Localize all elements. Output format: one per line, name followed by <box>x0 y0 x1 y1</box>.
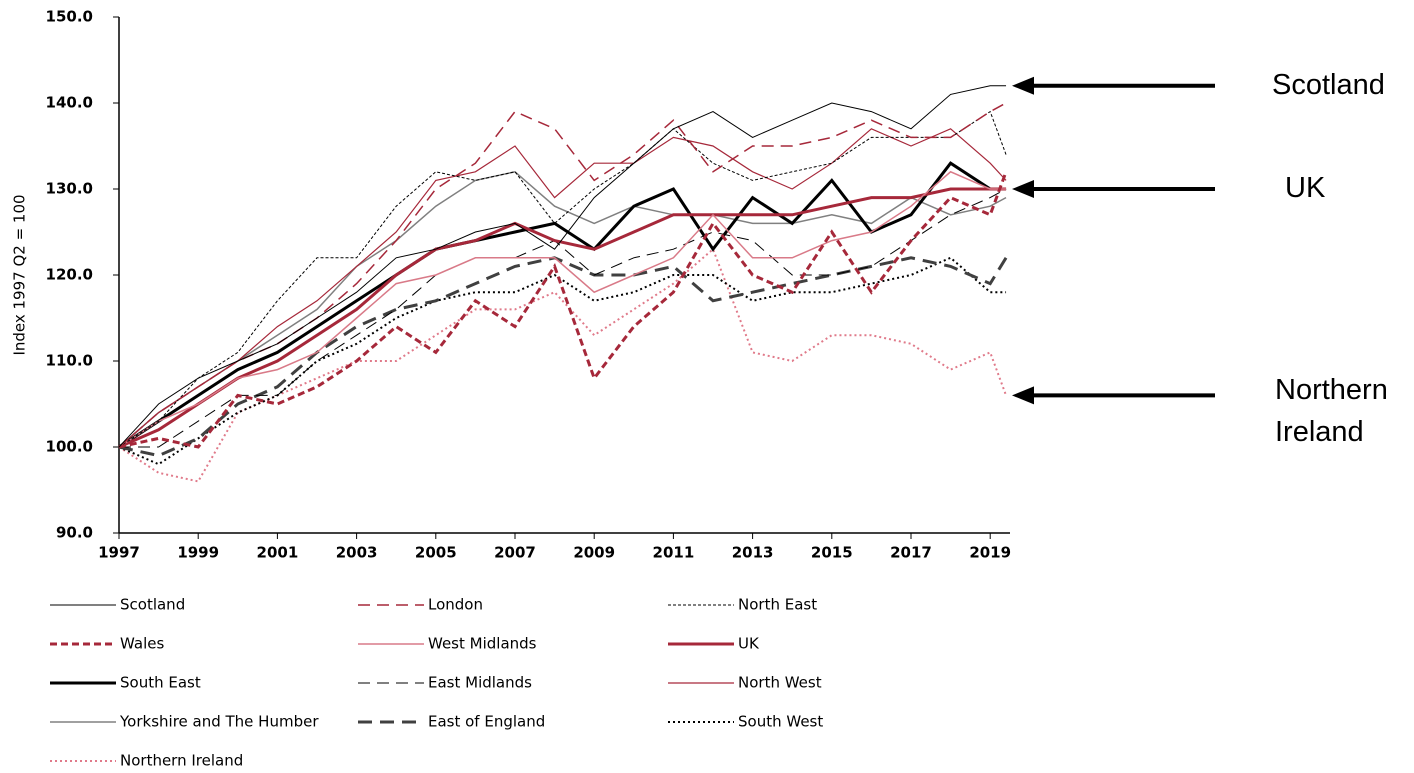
legend-label: Wales <box>120 635 164 653</box>
legend-label: South East <box>120 674 201 692</box>
y-tick-label: 110.0 <box>46 352 93 370</box>
legend-label: Yorkshire and The Humber <box>119 713 319 731</box>
x-tick-label: 2005 <box>415 544 457 562</box>
arrow-head <box>1012 386 1034 405</box>
x-tick-label: 2007 <box>494 544 536 562</box>
series-line <box>118 128 1007 448</box>
annotation: UK <box>1285 172 1326 204</box>
series-line <box>118 256 1008 458</box>
y-tick-label: 140.0 <box>46 94 93 112</box>
y-tick-label: 150.0 <box>46 8 93 26</box>
x-tick-label: 1999 <box>177 544 219 562</box>
series-line <box>118 102 1007 448</box>
legend-label: London <box>428 596 483 614</box>
series-line <box>119 188 1007 448</box>
y-axis-label: Index 1997 Q2 = 100 <box>11 194 29 355</box>
y-tick-label: 100.0 <box>46 438 93 456</box>
legend-label: East of England <box>428 713 545 731</box>
series-line <box>118 187 1007 449</box>
series-line <box>118 170 1007 448</box>
y-tick-label: 130.0 <box>46 180 93 198</box>
x-tick-label: 2003 <box>336 544 378 562</box>
x-tick-label: 2019 <box>969 544 1011 562</box>
x-tick-label: 2001 <box>257 544 299 562</box>
series-line <box>118 256 1007 466</box>
x-tick-label: 1997 <box>98 544 140 562</box>
x-tick-label: 2013 <box>732 544 774 562</box>
annotation: Scotland <box>1272 68 1385 101</box>
arrow-head <box>1012 180 1034 198</box>
legend-label: Scotland <box>120 596 185 614</box>
annotation: Northern Ireland <box>1275 374 1388 449</box>
y-tick-label: 120.0 <box>46 266 93 284</box>
legend-label: North East <box>738 596 817 614</box>
x-tick-label: 2017 <box>890 544 932 562</box>
y-tick-label: 90.0 <box>56 524 93 542</box>
legend-label: South West <box>738 713 823 731</box>
legend-label: Northern Ireland <box>120 752 243 770</box>
arrow-head <box>1012 76 1034 95</box>
legend-label: UK <box>738 635 760 653</box>
x-tick-label: 2009 <box>573 544 615 562</box>
x-tick-label: 2011 <box>653 544 695 562</box>
series-line <box>118 110 1007 448</box>
series-line <box>118 171 1008 449</box>
legend-label: East Midlands <box>428 674 532 692</box>
series-line <box>118 161 1007 449</box>
legend-label: West Midlands <box>428 635 537 653</box>
series-line <box>118 170 1007 448</box>
series-line <box>118 85 1007 448</box>
legend-label: North West <box>738 674 822 692</box>
x-tick-label: 2015 <box>811 544 853 562</box>
